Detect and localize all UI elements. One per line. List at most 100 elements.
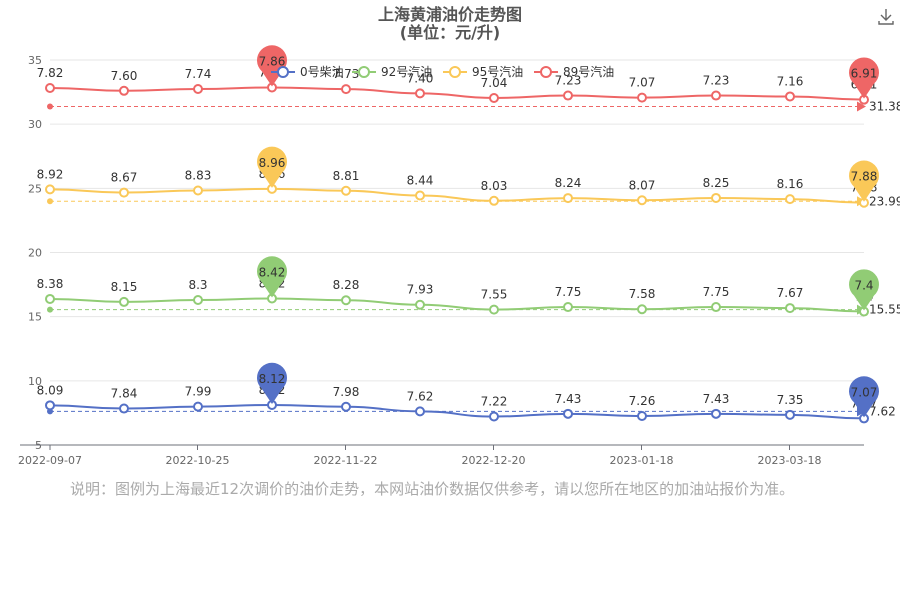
- series-2: 23.99 8.92 8.67 8.83 8.96 8.81 8.44 8.03 8.24 8.0…: [37, 146, 900, 208]
- data-point[interactable]: [45, 293, 55, 304]
- axes: 51015202530352022-09-072022-10-252022-11…: [18, 54, 864, 467]
- data-label: 7.40: [407, 71, 434, 85]
- data-point[interactable]: [637, 195, 647, 206]
- data-point[interactable]: [119, 296, 129, 307]
- y-tick-label: 15: [28, 311, 42, 324]
- average-label: 23.99: [869, 194, 900, 208]
- data-label: 7.93: [407, 283, 434, 297]
- average-arrow: [857, 101, 866, 112]
- legend-item-3[interactable]: 89号汽油: [534, 64, 614, 79]
- data-point[interactable]: [563, 408, 573, 419]
- data-label: 7.04: [481, 76, 508, 90]
- data-point[interactable]: [341, 295, 351, 306]
- data-label: 7.23: [703, 74, 730, 88]
- data-point[interactable]: [785, 303, 795, 314]
- average-start-dot: [47, 198, 53, 205]
- data-label: 8.15: [111, 280, 138, 294]
- data-point[interactable]: [711, 302, 721, 313]
- data-point[interactable]: [415, 88, 425, 99]
- legend-marker: [540, 66, 552, 78]
- chart-subtitle: (单位：元/升): [400, 23, 500, 42]
- max-pin: [257, 146, 287, 188]
- data-point[interactable]: [193, 294, 203, 305]
- series-0: 7.62 8.09 7.84 7.99 8.12 7.98 7.62 7.22 7.43 7.26…: [37, 362, 896, 424]
- data-label: 7.75: [555, 285, 582, 299]
- series-line: [49, 297, 865, 313]
- data-point[interactable]: [637, 304, 647, 315]
- data-label: 7.62: [407, 389, 434, 403]
- data-label: 7.60: [111, 69, 138, 83]
- data-label: 7.82: [37, 66, 64, 80]
- data-point[interactable]: [341, 84, 351, 95]
- data-label: 8.16: [777, 177, 804, 191]
- y-tick-label: 10: [28, 375, 42, 388]
- data-point[interactable]: [193, 84, 203, 95]
- data-label: 8.07: [629, 178, 656, 192]
- last-label: 6.91: [851, 67, 878, 81]
- data-point[interactable]: [193, 401, 203, 412]
- x-tick-label: 2022-11-22: [314, 454, 378, 467]
- legend-marker: [277, 66, 289, 78]
- legend-item-1[interactable]: 92号汽油: [352, 64, 432, 79]
- data-label: 7.22: [481, 395, 508, 409]
- average-start-dot: [47, 306, 53, 313]
- download-icon[interactable]: [875, 6, 897, 28]
- x-tick-label: 2022-12-20: [462, 454, 526, 467]
- data-point[interactable]: [415, 299, 425, 310]
- data-point[interactable]: [45, 184, 55, 195]
- data-point[interactable]: [415, 406, 425, 417]
- data-point[interactable]: [119, 85, 129, 96]
- last-label: 7.07: [851, 385, 878, 399]
- data-point[interactable]: [341, 401, 351, 412]
- data-label: 8.3: [188, 278, 207, 292]
- data-point[interactable]: [341, 185, 351, 196]
- data-point[interactable]: [489, 195, 499, 206]
- data-point[interactable]: [489, 304, 499, 315]
- data-label: 8.92: [37, 167, 64, 181]
- max-label: 8.12: [259, 372, 286, 386]
- data-point[interactable]: [119, 403, 129, 414]
- data-point[interactable]: [637, 92, 647, 103]
- x-tick-label: 2022-10-25: [166, 454, 230, 467]
- data-point[interactable]: [563, 90, 573, 101]
- last-pin: [849, 269, 880, 311]
- chart-note: 说明：图例为上海最近12次调价的油价走势，本网站油价数据仅供参考，请以您所在地区…: [70, 480, 795, 498]
- data-point[interactable]: [711, 408, 721, 419]
- data-point[interactable]: [119, 187, 129, 198]
- legend-label: 89号汽油: [563, 64, 614, 79]
- legend-label: 92号汽油: [381, 64, 432, 79]
- average-label: 15.55: [869, 303, 900, 317]
- max-label: 7.86: [259, 54, 286, 68]
- legend-item-2[interactable]: 95号汽油: [443, 64, 523, 79]
- y-tick-label: 30: [28, 118, 42, 131]
- data-point[interactable]: [785, 91, 795, 102]
- y-tick-label: 20: [28, 247, 42, 260]
- data-label: 7.26: [629, 394, 656, 408]
- data-point[interactable]: [637, 410, 647, 421]
- data-point[interactable]: [489, 411, 499, 422]
- data-label: 8.03: [481, 179, 508, 193]
- data-point[interactable]: [711, 90, 721, 101]
- data-point[interactable]: [489, 92, 499, 103]
- data-label: 8.38: [37, 277, 64, 291]
- data-point[interactable]: [415, 190, 425, 201]
- data-point[interactable]: [45, 400, 55, 411]
- legend-item-0[interactable]: 0号柴油: [271, 65, 344, 79]
- data-point[interactable]: [563, 193, 573, 204]
- data-label: 7.16: [777, 74, 804, 88]
- grid: [50, 59, 864, 446]
- series-line: [49, 403, 865, 420]
- data-point[interactable]: [711, 192, 721, 203]
- legend-label: 0号柴油: [300, 65, 344, 79]
- data-point[interactable]: [193, 185, 203, 196]
- data-point[interactable]: [563, 302, 573, 313]
- legend[interactable]: 0号柴油 92号汽油 95号汽油 89号汽油: [271, 64, 614, 79]
- data-point[interactable]: [785, 409, 795, 420]
- data-point[interactable]: [45, 82, 55, 93]
- data-label: 7.67: [777, 286, 804, 300]
- data-label: 8.24: [555, 176, 582, 190]
- data-label: 7.55: [481, 288, 508, 302]
- average-label: 31.38: [869, 99, 900, 113]
- data-point[interactable]: [785, 194, 795, 205]
